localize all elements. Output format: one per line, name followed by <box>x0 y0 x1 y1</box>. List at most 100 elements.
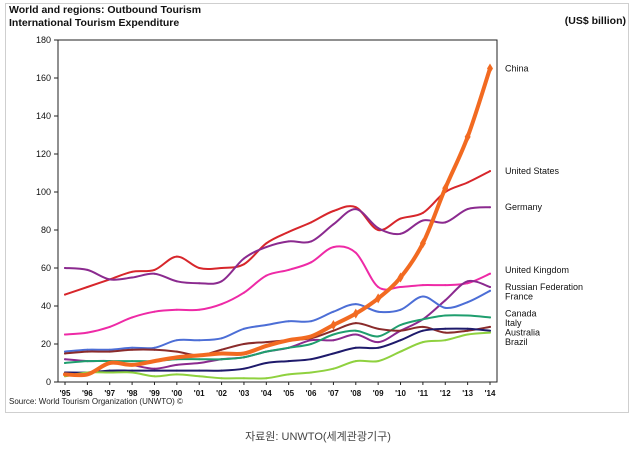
chart-title-line-1: World and regions: Outbound Tourism <box>9 4 202 16</box>
data-point-china <box>264 344 268 348</box>
source-note: Source: World Tourism Organization (UNWT… <box>9 397 183 406</box>
x-tick-label: '06 <box>306 389 317 398</box>
data-point-china <box>487 63 493 74</box>
data-point-brazil <box>220 377 223 380</box>
data-point-germany <box>310 240 313 243</box>
data-point-united-states <box>131 270 134 273</box>
data-point-canada <box>242 356 245 359</box>
data-point-united-states <box>310 221 313 224</box>
data-point-russian-federation <box>466 280 469 283</box>
data-point-australia <box>175 369 178 372</box>
data-point-united-kingdom <box>131 316 134 319</box>
x-tick-label: '01 <box>194 389 205 398</box>
data-point-united-kingdom <box>265 274 268 277</box>
data-point-united-states <box>421 211 424 214</box>
data-point-united-kingdom <box>220 303 223 306</box>
data-point-china <box>85 372 89 376</box>
data-point-russian-federation <box>332 339 335 342</box>
data-point-united-kingdom <box>332 246 335 249</box>
data-point-canada <box>220 358 223 361</box>
data-point-france <box>377 310 380 313</box>
data-point-canada <box>377 335 380 338</box>
series-label-china: China <box>505 64 529 74</box>
data-point-australia <box>108 369 111 372</box>
y-tick-label: 60 <box>41 263 51 273</box>
data-point-germany <box>175 280 178 283</box>
data-point-china <box>287 338 291 342</box>
data-point-china <box>197 353 201 357</box>
y-tick-label: 120 <box>36 149 51 159</box>
data-point-australia <box>198 369 201 372</box>
data-point-brazil <box>399 350 402 353</box>
data-point-united-states <box>399 217 402 220</box>
data-point-australia <box>131 369 134 372</box>
data-point-italy <box>108 350 111 353</box>
data-point-united-states <box>466 181 469 184</box>
data-point-canada <box>354 329 357 332</box>
data-point-united-kingdom <box>377 286 380 288</box>
y-tick-label: 140 <box>36 111 51 121</box>
data-point-italy <box>265 341 268 344</box>
series-label-brazil: Brazil <box>505 337 528 347</box>
series-label-russian-federation: Russian Federation <box>505 282 583 292</box>
data-point-italy <box>175 350 178 353</box>
x-tick-label: '95 <box>60 389 71 398</box>
data-point-russian-federation <box>354 333 357 336</box>
data-point-canada <box>332 333 335 336</box>
data-point-united-kingdom <box>242 291 245 294</box>
data-point-france <box>131 346 134 349</box>
data-point-brazil <box>198 375 201 378</box>
data-point-canada <box>421 318 424 321</box>
series-line-australia <box>64 327 491 374</box>
data-point-germany <box>86 268 89 271</box>
data-point-united-kingdom <box>287 268 290 271</box>
unit-label: (US$ billion) <box>564 15 626 27</box>
data-point-russian-federation <box>489 286 491 288</box>
data-point-italy <box>332 329 335 332</box>
data-point-china <box>63 372 67 376</box>
data-point-brazil <box>377 360 380 363</box>
data-point-germany <box>108 278 111 281</box>
data-point-russian-federation <box>64 358 66 361</box>
data-point-united-kingdom <box>466 282 469 285</box>
data-point-united-states <box>287 230 290 233</box>
data-point-italy <box>377 327 380 330</box>
data-point-australia <box>287 360 290 363</box>
data-point-italy <box>444 331 447 334</box>
x-tick-label: '05 <box>283 389 294 398</box>
data-point-france <box>332 310 335 313</box>
series-label-australia: Australia <box>505 328 540 338</box>
data-point-italy <box>354 322 357 325</box>
data-point-china <box>397 272 404 283</box>
data-point-brazil <box>175 373 178 376</box>
data-point-australia <box>399 339 402 342</box>
data-point-australia <box>421 329 424 332</box>
y-tick-label: 0 <box>46 377 51 387</box>
data-point-australia <box>354 346 357 349</box>
data-point-canada <box>466 314 469 317</box>
data-point-brazil <box>444 339 447 342</box>
data-point-france <box>466 301 469 304</box>
data-point-china <box>130 363 134 367</box>
x-tick-label: '00 <box>171 389 182 398</box>
data-point-united-kingdom <box>489 272 491 275</box>
series-label-united-states: United States <box>505 166 560 176</box>
data-point-china <box>442 183 449 194</box>
data-point-brazil <box>287 373 290 376</box>
data-point-united-states <box>354 206 357 209</box>
data-point-canada <box>86 360 89 363</box>
data-point-australia <box>377 346 380 349</box>
x-tick-label: '04 <box>261 389 272 398</box>
series-label-canada: Canada <box>505 309 537 319</box>
data-point-united-kingdom <box>444 284 447 287</box>
x-tick-label: '09 <box>373 389 384 398</box>
x-tick-label: '03 <box>239 389 250 398</box>
data-point-australia <box>242 367 245 370</box>
data-point-australia <box>153 369 156 372</box>
data-point-france <box>287 320 290 323</box>
data-point-france <box>265 324 268 326</box>
data-point-italy <box>64 352 66 355</box>
data-point-germany <box>64 267 66 269</box>
data-point-canada <box>131 360 134 363</box>
